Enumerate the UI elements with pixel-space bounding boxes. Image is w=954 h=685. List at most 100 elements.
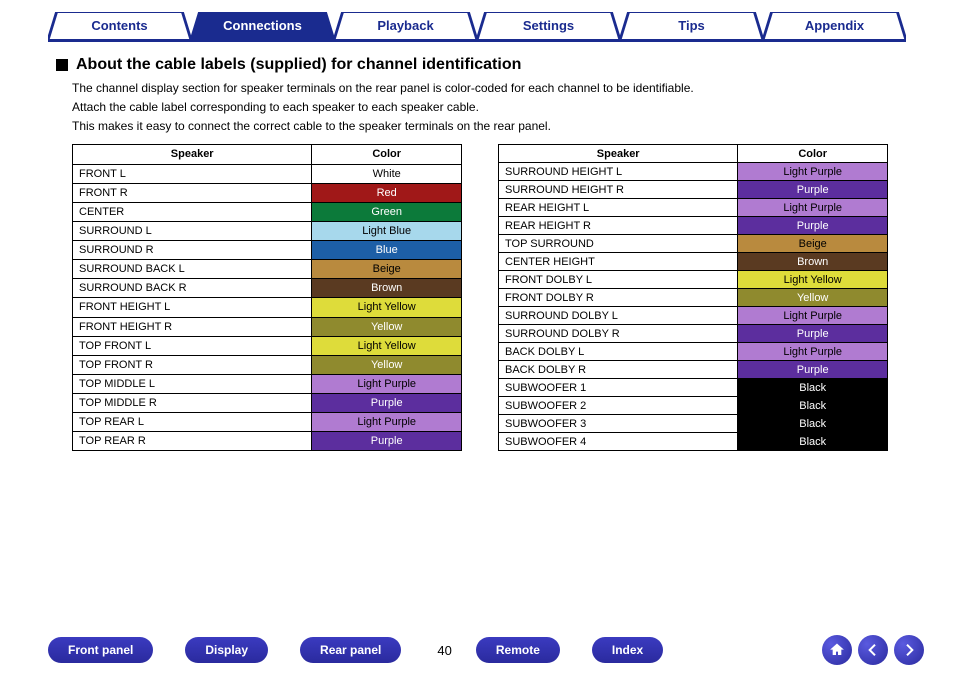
tab-connections[interactable]: Connections xyxy=(191,12,334,40)
cell-speaker: FRONT HEIGHT L xyxy=(73,298,312,317)
cell-speaker: SUBWOOFER 3 xyxy=(499,415,738,433)
cell-color: Black xyxy=(738,379,888,397)
cell-speaker: SURROUND BACK L xyxy=(73,260,312,279)
cell-speaker: TOP SURROUND xyxy=(499,235,738,253)
cell-color: Purple xyxy=(312,432,462,451)
cell-color: Light Yellow xyxy=(312,336,462,355)
cell-speaker: FRONT L xyxy=(73,164,312,183)
tab-label: Contents xyxy=(91,18,147,33)
cell-speaker: SURROUND BACK R xyxy=(73,279,312,298)
section-title: About the cable labels (supplied) for ch… xyxy=(76,56,521,74)
th-speaker: Speaker xyxy=(499,145,738,163)
tab-tips[interactable]: Tips xyxy=(620,12,763,40)
cell-speaker: FRONT HEIGHT R xyxy=(73,317,312,336)
cell-speaker: SURROUND HEIGHT L xyxy=(499,163,738,181)
tab-appendix[interactable]: Appendix xyxy=(763,12,906,40)
table-row: FRONT HEIGHT LLight Yellow xyxy=(73,298,462,317)
table-row: SUBWOOFER 2Black xyxy=(499,397,888,415)
cell-speaker: REAR HEIGHT R xyxy=(499,217,738,235)
table-row: SURROUND LLight Blue xyxy=(73,221,462,240)
tab-settings[interactable]: Settings xyxy=(477,12,620,40)
cell-speaker: BACK DOLBY R xyxy=(499,361,738,379)
cell-color: Black xyxy=(738,433,888,451)
cell-speaker: TOP FRONT R xyxy=(73,355,312,374)
table-row: SUBWOOFER 1Black xyxy=(499,379,888,397)
cell-color: Purple xyxy=(738,181,888,199)
cell-speaker: TOP MIDDLE L xyxy=(73,374,312,393)
table-row: FRONT DOLBY LLight Yellow xyxy=(499,271,888,289)
cell-speaker: SUBWOOFER 1 xyxy=(499,379,738,397)
home-icon[interactable] xyxy=(822,635,852,665)
bottom-nav: Front panel Display Rear panel 40 Remote Inde… xyxy=(48,635,924,665)
cell-speaker: SUBWOOFER 2 xyxy=(499,397,738,415)
th-color: Color xyxy=(738,145,888,163)
cell-color: Blue xyxy=(312,241,462,260)
table-row: TOP REAR RPurple xyxy=(73,432,462,451)
cell-speaker: BACK DOLBY L xyxy=(499,343,738,361)
th-speaker: Speaker xyxy=(73,145,312,164)
cell-color: Yellow xyxy=(312,355,462,374)
cell-speaker: SURROUND DOLBY L xyxy=(499,307,738,325)
cell-color: Light Purple xyxy=(738,343,888,361)
cell-speaker: REAR HEIGHT L xyxy=(499,199,738,217)
table-row: TOP MIDDLE LLight Purple xyxy=(73,374,462,393)
table-row: TOP REAR LLight Purple xyxy=(73,413,462,432)
cell-speaker: SURROUND DOLBY R xyxy=(499,325,738,343)
nav-button-display[interactable]: Display xyxy=(185,637,268,663)
cell-color: Light Yellow xyxy=(738,271,888,289)
square-bullet-icon xyxy=(56,59,68,71)
tab-playback[interactable]: Playback xyxy=(334,12,477,40)
cable-table-left: SpeakerColorFRONT LWhiteFRONT RRedCENTER… xyxy=(72,144,462,451)
table-row: TOP FRONT RYellow xyxy=(73,355,462,374)
table-row: TOP SURROUNDBeige xyxy=(499,235,888,253)
body-line: Attach the cable label corresponding to … xyxy=(72,99,890,116)
nav-button-index[interactable]: Index xyxy=(592,637,663,663)
table-row: CENTER HEIGHTBrown xyxy=(499,253,888,271)
cell-color: Light Purple xyxy=(312,374,462,393)
table-row: SURROUND BACK LBeige xyxy=(73,260,462,279)
cell-color: Beige xyxy=(312,260,462,279)
next-icon[interactable] xyxy=(894,635,924,665)
table-row: TOP FRONT LLight Yellow xyxy=(73,336,462,355)
cell-color: Light Purple xyxy=(738,163,888,181)
table-row: SUBWOOFER 3Black xyxy=(499,415,888,433)
cell-color: Green xyxy=(312,202,462,221)
table-row: SURROUND HEIGHT LLight Purple xyxy=(499,163,888,181)
table-row: SURROUND DOLBY LLight Purple xyxy=(499,307,888,325)
cell-color: Light Yellow xyxy=(312,298,462,317)
table-row: BACK DOLBY LLight Purple xyxy=(499,343,888,361)
cell-color: Purple xyxy=(312,394,462,413)
cell-speaker: CENTER HEIGHT xyxy=(499,253,738,271)
cell-speaker: CENTER xyxy=(73,202,312,221)
cell-color: Yellow xyxy=(738,289,888,307)
table-row: REAR HEIGHT LLight Purple xyxy=(499,199,888,217)
tab-contents[interactable]: Contents xyxy=(48,12,191,40)
tables-container: SpeakerColorFRONT LWhiteFRONT RRedCENTER… xyxy=(72,144,890,451)
cell-speaker: SURROUND R xyxy=(73,241,312,260)
tab-label: Playback xyxy=(377,18,433,33)
cell-speaker: TOP FRONT L xyxy=(73,336,312,355)
cell-color: Brown xyxy=(738,253,888,271)
cell-color: Light Purple xyxy=(312,413,462,432)
cell-color: Black xyxy=(738,415,888,433)
nav-button-remote[interactable]: Remote xyxy=(476,637,560,663)
cell-color: Brown xyxy=(312,279,462,298)
cell-color: Light Blue xyxy=(312,221,462,240)
cell-speaker: TOP REAR L xyxy=(73,413,312,432)
nav-button-front-panel[interactable]: Front panel xyxy=(48,637,153,663)
table-row: SURROUND RBlue xyxy=(73,241,462,260)
cell-color: Light Purple xyxy=(738,199,888,217)
cell-color: Black xyxy=(738,397,888,415)
tab-label: Tips xyxy=(678,18,705,33)
cell-speaker: FRONT R xyxy=(73,183,312,202)
nav-button-rear-panel[interactable]: Rear panel xyxy=(300,637,401,663)
cell-color: Purple xyxy=(738,361,888,379)
cell-speaker: FRONT DOLBY R xyxy=(499,289,738,307)
table-row: SURROUND HEIGHT RPurple xyxy=(499,181,888,199)
page-number: 40 xyxy=(437,643,451,658)
table-row: CENTERGreen xyxy=(73,202,462,221)
section-header: About the cable labels (supplied) for ch… xyxy=(56,56,898,74)
tab-label: Connections xyxy=(223,18,302,33)
cell-speaker: SURROUND HEIGHT R xyxy=(499,181,738,199)
prev-icon[interactable] xyxy=(858,635,888,665)
